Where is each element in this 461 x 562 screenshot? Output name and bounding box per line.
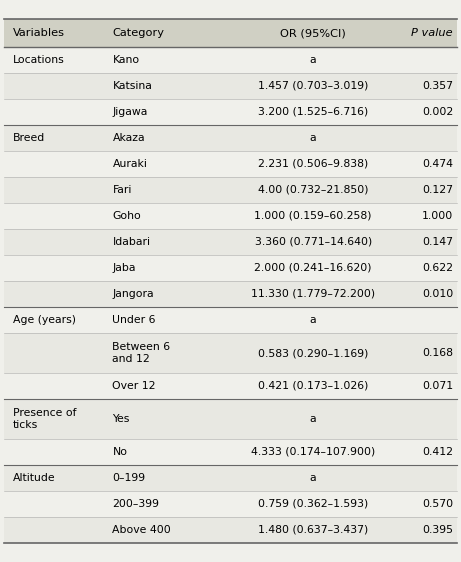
Text: Breed: Breed bbox=[13, 133, 45, 143]
Text: Katsina: Katsina bbox=[112, 81, 152, 91]
Bar bbox=[4, 373, 457, 399]
Text: 1.000 (0.159–60.258): 1.000 (0.159–60.258) bbox=[254, 211, 372, 221]
Text: 0.395: 0.395 bbox=[422, 525, 453, 535]
Text: 0.002: 0.002 bbox=[422, 107, 453, 117]
Text: Auraki: Auraki bbox=[112, 159, 148, 169]
Bar bbox=[4, 177, 457, 203]
Text: Between 6
and 12: Between 6 and 12 bbox=[112, 342, 171, 364]
Bar bbox=[4, 73, 457, 99]
Text: 0.357: 0.357 bbox=[422, 81, 453, 91]
Text: 0.127: 0.127 bbox=[422, 185, 453, 195]
Text: 0.147: 0.147 bbox=[422, 237, 453, 247]
Text: Yes: Yes bbox=[112, 414, 130, 424]
Bar bbox=[4, 307, 457, 333]
Bar bbox=[4, 517, 457, 543]
Text: 2.000 (0.241–16.620): 2.000 (0.241–16.620) bbox=[254, 263, 372, 273]
Text: 0.412: 0.412 bbox=[422, 447, 453, 457]
Text: 2.231 (0.506–9.838): 2.231 (0.506–9.838) bbox=[258, 159, 368, 169]
Text: 3.360 (0.771–14.640): 3.360 (0.771–14.640) bbox=[254, 237, 372, 247]
Bar bbox=[4, 465, 457, 491]
Bar bbox=[4, 229, 457, 255]
Text: P value: P value bbox=[411, 28, 453, 38]
Text: 4.333 (0.174–107.900): 4.333 (0.174–107.900) bbox=[251, 447, 375, 457]
Bar bbox=[4, 125, 457, 151]
Bar bbox=[4, 255, 457, 281]
Text: 200–399: 200–399 bbox=[112, 499, 160, 509]
Text: a: a bbox=[310, 315, 317, 325]
Text: 0.168: 0.168 bbox=[422, 348, 453, 358]
Text: No: No bbox=[112, 447, 127, 457]
Bar bbox=[4, 99, 457, 125]
Text: Under 6: Under 6 bbox=[112, 315, 156, 325]
Text: 0–199: 0–199 bbox=[112, 473, 146, 483]
Text: Jangora: Jangora bbox=[112, 289, 154, 299]
Text: 11.330 (1.779–72.200): 11.330 (1.779–72.200) bbox=[251, 289, 375, 299]
Bar bbox=[4, 399, 457, 439]
Text: a: a bbox=[310, 133, 317, 143]
Text: Locations: Locations bbox=[13, 55, 65, 65]
Bar bbox=[4, 19, 457, 47]
Text: 0.010: 0.010 bbox=[422, 289, 453, 299]
Text: 0.421 (0.173–1.026): 0.421 (0.173–1.026) bbox=[258, 381, 368, 391]
Text: 0.622: 0.622 bbox=[422, 263, 453, 273]
Text: 4.00 (0.732–21.850): 4.00 (0.732–21.850) bbox=[258, 185, 368, 195]
Bar bbox=[4, 281, 457, 307]
Text: Category: Category bbox=[112, 28, 165, 38]
Text: 0.474: 0.474 bbox=[422, 159, 453, 169]
Text: Jigawa: Jigawa bbox=[112, 107, 148, 117]
Text: Idabari: Idabari bbox=[112, 237, 150, 247]
Text: 0.583 (0.290–1.169): 0.583 (0.290–1.169) bbox=[258, 348, 368, 358]
Text: Fari: Fari bbox=[112, 185, 132, 195]
Text: 3.200 (1.525–6.716): 3.200 (1.525–6.716) bbox=[258, 107, 368, 117]
Text: Jaba: Jaba bbox=[112, 263, 136, 273]
Text: Akaza: Akaza bbox=[112, 133, 145, 143]
Text: Kano: Kano bbox=[112, 55, 140, 65]
Bar bbox=[4, 47, 457, 73]
Text: 1.000: 1.000 bbox=[422, 211, 453, 221]
Text: a: a bbox=[310, 473, 317, 483]
Text: 0.759 (0.362–1.593): 0.759 (0.362–1.593) bbox=[258, 499, 368, 509]
Text: a: a bbox=[310, 55, 317, 65]
Text: Variables: Variables bbox=[13, 28, 65, 38]
Text: Over 12: Over 12 bbox=[112, 381, 156, 391]
Bar bbox=[4, 439, 457, 465]
Text: 1.457 (0.703–3.019): 1.457 (0.703–3.019) bbox=[258, 81, 368, 91]
Text: Altitude: Altitude bbox=[13, 473, 55, 483]
Text: a: a bbox=[310, 414, 317, 424]
Text: 0.570: 0.570 bbox=[422, 499, 453, 509]
Text: 0.071: 0.071 bbox=[422, 381, 453, 391]
Bar bbox=[4, 491, 457, 517]
Text: Goho: Goho bbox=[112, 211, 141, 221]
Text: 1.480 (0.637–3.437): 1.480 (0.637–3.437) bbox=[258, 525, 368, 535]
Text: Above 400: Above 400 bbox=[112, 525, 171, 535]
Bar bbox=[4, 203, 457, 229]
Text: OR (95%CI): OR (95%CI) bbox=[280, 28, 346, 38]
Bar bbox=[4, 151, 457, 177]
Bar bbox=[4, 333, 457, 373]
Text: Presence of
ticks: Presence of ticks bbox=[13, 408, 76, 430]
Text: Age (years): Age (years) bbox=[13, 315, 76, 325]
